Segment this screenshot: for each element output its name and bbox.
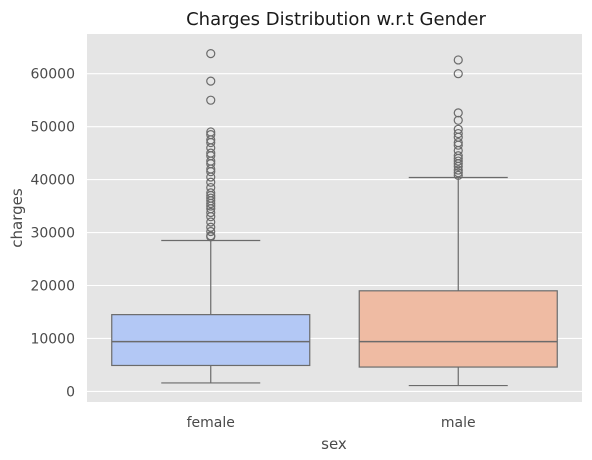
y-tick-label: 50000	[30, 120, 75, 136]
outlier-point	[206, 127, 216, 137]
outlier-point	[453, 55, 463, 65]
y-tick-label: 30000	[30, 226, 75, 242]
outlier-point	[206, 182, 216, 193]
outlier-point	[206, 217, 216, 227]
outlier-point	[453, 124, 463, 134]
box-male	[358, 55, 558, 387]
outlier-point	[453, 151, 463, 161]
y-tick-label: 40000	[30, 173, 75, 189]
outlier-point	[206, 177, 216, 187]
outlier-point	[206, 207, 216, 218]
y-tick-label: 20000	[30, 279, 75, 295]
x-tick-label-female: female	[187, 415, 235, 431]
y-tick-label: 0	[66, 384, 75, 400]
outlier-point	[453, 168, 463, 178]
box-female	[111, 48, 311, 384]
outlier-point	[206, 130, 216, 140]
box-iqr	[358, 290, 558, 368]
outlier-point	[206, 148, 216, 158]
x-tick-labels: female male	[187, 415, 476, 431]
chart-title: Charges Distribution w.r.t Gender	[186, 9, 486, 30]
outlier-point	[206, 95, 216, 105]
outlier-point	[453, 156, 463, 166]
outlier-point	[206, 222, 216, 232]
outlier-point	[453, 128, 463, 139]
x-axis-label: sex	[321, 435, 347, 453]
x-tick-label-male: male	[441, 415, 476, 431]
outlier-point	[206, 48, 216, 59]
outlier-point	[453, 170, 463, 180]
box-plots	[111, 48, 558, 387]
outlier-point	[206, 193, 216, 203]
outlier-point	[206, 226, 216, 237]
outlier-point	[206, 188, 216, 198]
outlier-point	[453, 69, 463, 79]
y-axis-label: charges	[8, 188, 26, 248]
y-tick-label: 10000	[30, 331, 75, 347]
outlier-point	[453, 108, 463, 118]
outlier-point	[206, 76, 216, 86]
outlier-point	[453, 165, 463, 175]
box-iqr	[111, 314, 311, 367]
y-tick-labels: 0 10000 20000 30000 40000 50000 60000	[30, 67, 75, 401]
y-tick-label: 60000	[30, 67, 75, 83]
outlier-point	[453, 137, 463, 148]
